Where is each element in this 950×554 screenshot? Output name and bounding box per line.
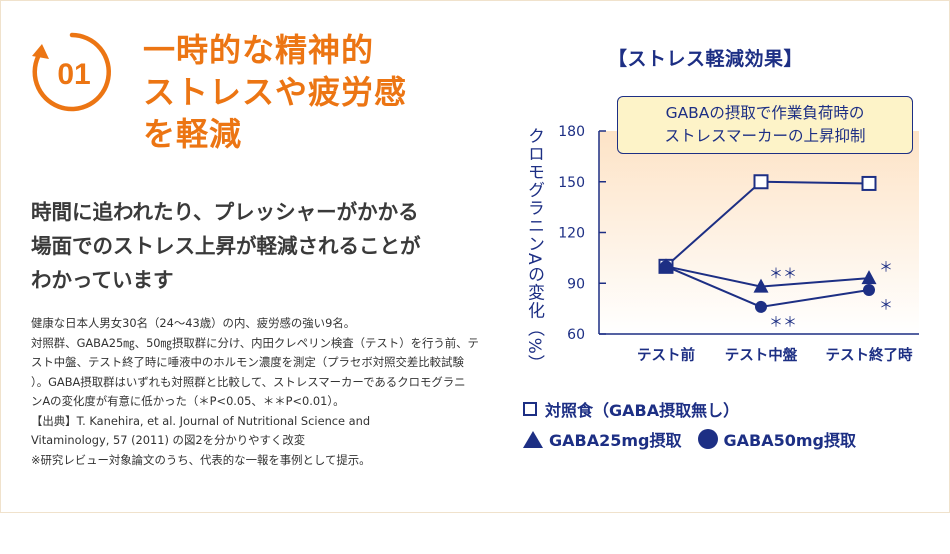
x-tick-label: テスト中盤 xyxy=(725,346,798,364)
data-point-circle xyxy=(863,284,875,297)
legend-item-gaba25: GABA25mg摂取 xyxy=(523,427,682,451)
y-tick-label: 150 xyxy=(558,175,585,191)
note-line: 健康な日本人男女30名（24～43歳）の内、疲労感の強い9名。 xyxy=(31,316,356,330)
chart-title: 【ストレス軽減効果】 xyxy=(608,48,804,70)
square-marker-icon xyxy=(523,402,537,416)
content-card: 01 一時的な精神的 ストレスや疲労感 を軽減 時間に追われたり、プレッシャーが… xyxy=(0,0,950,513)
lead-line: 時間に追われたり、プレッシャーがかかる xyxy=(31,200,419,224)
legend-label: GABA50mg摂取 xyxy=(723,431,857,450)
legend-row: GABA25mg摂取 GABA50mg摂取 xyxy=(523,425,872,453)
legend-label: GABA25mg摂取 xyxy=(549,431,682,450)
legend-item-gaba50: GABA50mg摂取 xyxy=(697,427,857,451)
significance-mark: ＊＊ xyxy=(769,267,797,283)
data-point-square xyxy=(861,175,877,191)
data-point-triangle xyxy=(753,278,769,293)
note-line: 【出典】T. Kanehira, et al. Journal of Nutri… xyxy=(31,413,371,428)
study-notes: 健康な日本人男女30名（24～43歳）の内、疲労感の強い9名。 対照群、GABA… xyxy=(31,314,501,470)
significance-mark: ＊ xyxy=(879,260,893,276)
x-tick-label: テスト終了時 xyxy=(826,346,913,364)
cycle-number-badge: 01 xyxy=(32,32,111,112)
y-tick-label: 120 xyxy=(558,226,585,242)
data-point-square xyxy=(753,174,769,190)
circle-marker-icon xyxy=(697,429,718,449)
data-point-circle xyxy=(660,260,672,273)
data-point-circle xyxy=(755,300,767,313)
cycle-arrow-icon xyxy=(32,32,111,112)
y-tick-label: 60 xyxy=(567,327,585,343)
section-heading: 一時的な精神的 ストレスや疲労感 を軽減 xyxy=(143,29,407,155)
triangle-marker-icon xyxy=(523,430,543,448)
note-line: Vitaminology, 57 (2011) の図2を分かりやすく改変 xyxy=(31,433,306,447)
lead-line: わかっています xyxy=(31,268,174,292)
note-line: ）。GABA摂取群はいずれも対照群と比較して、ストレスマーカーであるクロモグラニ xyxy=(31,374,466,389)
x-tick-label: テスト前 xyxy=(637,346,695,364)
note-line: ※研究レビュー対象論文のうち、代表的な一報を事例として提示。 xyxy=(31,452,371,467)
heading-line: ストレスや疲労感 xyxy=(143,73,408,111)
badge-number: 01 xyxy=(57,58,90,91)
note-line: スト中盤、テスト終了時に唾液中のホルモン濃度を測定（プラセボ対照交差比較試験 xyxy=(31,355,464,369)
y-tick-label: 90 xyxy=(567,276,585,292)
chart-annotation: GABAの摂取で作業負荷時の ストレスマーカーの上昇抑制 xyxy=(617,96,913,154)
plot-background xyxy=(599,131,919,334)
legend-label: 対照食（GABA摂取無し） xyxy=(545,401,740,420)
lead-text: 時間に追われたり、プレッシャーがかかる 場面でのストレス上昇が軽減されることが … xyxy=(31,195,501,297)
data-point-triangle xyxy=(861,270,877,285)
heading-line: 一時的な精神的 xyxy=(143,31,375,69)
heading-line: を軽減 xyxy=(143,115,243,153)
legend-row: 対照食（GABA摂取無し） xyxy=(523,395,872,423)
legend-item-control: 対照食（GABA摂取無し） xyxy=(523,397,739,421)
chart-y-axis-label: クロモグラニンAの変化（%） xyxy=(524,127,544,373)
significance-mark: ＊ xyxy=(879,298,893,314)
note-line: ンAの変化度が有意に低かった（＊P<0.05、＊＊P<0.01）。 xyxy=(31,394,345,408)
annotation-line: GABAの摂取で作業負荷時の xyxy=(665,104,865,122)
chart-legend: 対照食（GABA摂取無し） GABA25mg摂取 GABA50mg摂取 xyxy=(523,395,872,455)
lead-line: 場面でのストレス上昇が軽減されることが xyxy=(31,234,421,258)
note-line: 対照群、GABA25㎎、50㎎摂取群に分け、内田クレペリン検査（テスト）を行う前… xyxy=(31,335,479,350)
annotation-line: ストレスマーカーの上昇抑制 xyxy=(664,127,866,145)
y-tick-label: 180 xyxy=(558,124,585,140)
significance-mark: ＊＊ xyxy=(769,315,797,331)
